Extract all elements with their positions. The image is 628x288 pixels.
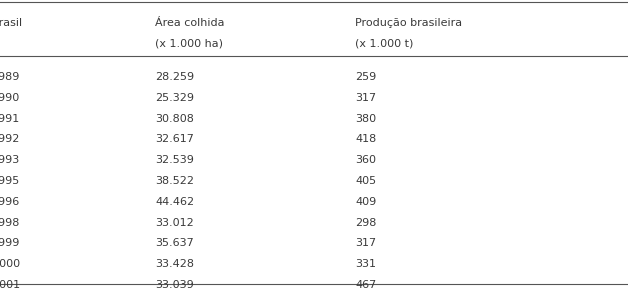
Text: 1990: 1990 xyxy=(0,93,20,103)
Text: 1998: 1998 xyxy=(0,218,20,228)
Text: 33.012: 33.012 xyxy=(155,218,194,228)
Text: 360: 360 xyxy=(355,155,376,165)
Text: Área colhida: Área colhida xyxy=(155,18,224,28)
Text: 32.617: 32.617 xyxy=(155,134,194,144)
Text: 33.428: 33.428 xyxy=(155,259,194,269)
Text: 44.462: 44.462 xyxy=(155,197,194,207)
Text: 25.329: 25.329 xyxy=(155,93,194,103)
Text: 2001: 2001 xyxy=(0,280,20,288)
Text: 1991: 1991 xyxy=(0,113,20,124)
Text: 1993: 1993 xyxy=(0,155,20,165)
Text: 317: 317 xyxy=(355,93,376,103)
Text: (x 1.000 ha): (x 1.000 ha) xyxy=(155,38,223,48)
Text: 418: 418 xyxy=(355,134,376,144)
Text: 405: 405 xyxy=(355,176,376,186)
Text: 409: 409 xyxy=(355,197,376,207)
Text: 298: 298 xyxy=(355,218,376,228)
Text: Produção brasileira: Produção brasileira xyxy=(355,18,462,28)
Text: 30.808: 30.808 xyxy=(155,113,194,124)
Text: 1999: 1999 xyxy=(0,238,20,248)
Text: 380: 380 xyxy=(355,113,376,124)
Text: 331: 331 xyxy=(355,259,376,269)
Text: 259: 259 xyxy=(355,72,376,82)
Text: Brasil: Brasil xyxy=(0,18,23,28)
Text: 28.259: 28.259 xyxy=(155,72,194,82)
Text: 35.637: 35.637 xyxy=(155,238,194,248)
Text: 2000: 2000 xyxy=(0,259,20,269)
Text: 1992: 1992 xyxy=(0,134,20,144)
Text: 317: 317 xyxy=(355,238,376,248)
Text: (x 1.000 t): (x 1.000 t) xyxy=(355,38,413,48)
Text: 467: 467 xyxy=(355,280,376,288)
Text: 1989: 1989 xyxy=(0,72,20,82)
Text: 33.039: 33.039 xyxy=(155,280,194,288)
Text: 1996: 1996 xyxy=(0,197,20,207)
Text: 32.539: 32.539 xyxy=(155,155,194,165)
Text: 1995: 1995 xyxy=(0,176,20,186)
Text: 38.522: 38.522 xyxy=(155,176,194,186)
